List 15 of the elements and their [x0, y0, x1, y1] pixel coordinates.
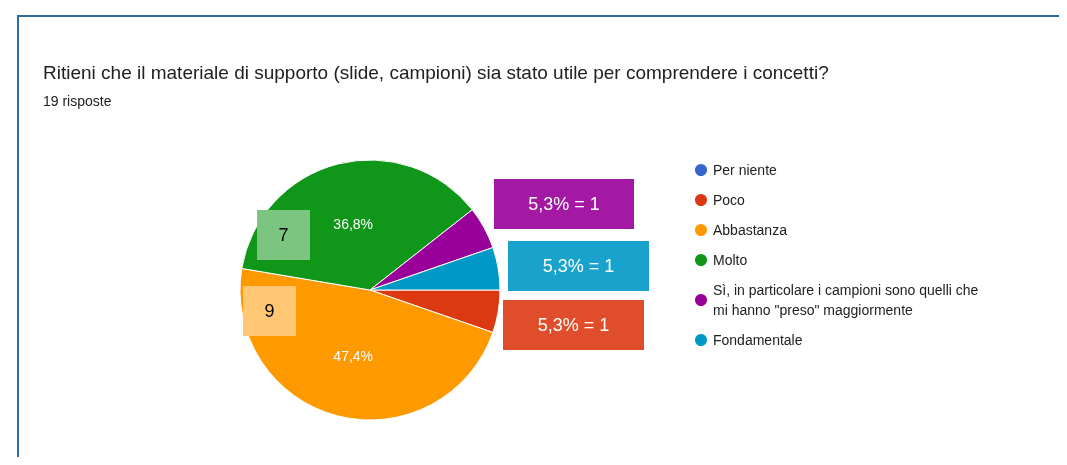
legend-label: Molto [713, 252, 748, 268]
text: 9 [264, 301, 275, 321]
legend-label: Per niente [713, 162, 778, 178]
text: 5,3% = 1 [528, 194, 600, 214]
text: 19 risposte [43, 93, 112, 109]
data-label: 36,8% [333, 216, 374, 233]
data-label: 47,4% [333, 347, 374, 364]
legend-label: Sì, in particolare i campioni sono quelli che mi hanno "preso" maggiormente [713, 282, 983, 318]
text: 5,3% = 1 [537, 315, 610, 335]
legend-label: Poco [713, 192, 746, 208]
legend-label: Fondamentale [713, 332, 803, 348]
text: 7 [278, 225, 289, 245]
text: 5,3% = 1 [542, 256, 615, 276]
chart-title: Ritieni che il materiale di supporto (slide, campioni) sia stato utile per comprendere i concetti? [43, 62, 829, 83]
legend-label: Abbastanza [713, 222, 788, 238]
